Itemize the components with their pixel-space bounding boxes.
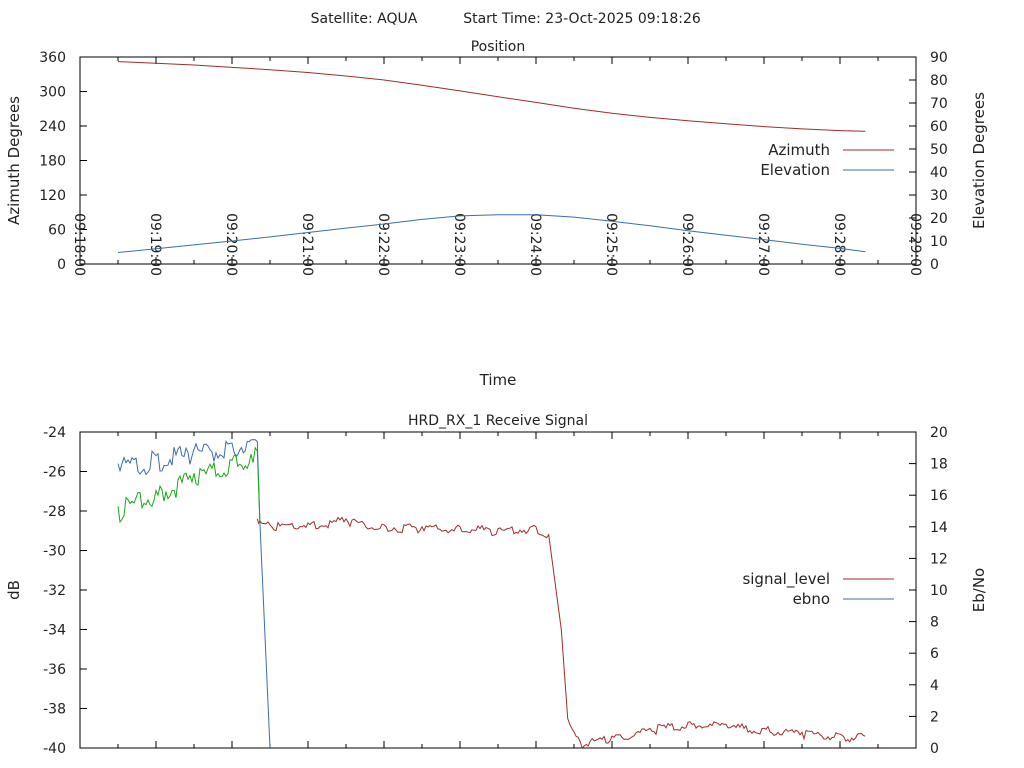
- signal-y-axis-label: dB: [5, 580, 23, 600]
- start-time-label: Start Time: 23-Oct-2025 09:18:26: [463, 11, 701, 27]
- signal-y-tick-label: -36: [43, 662, 66, 678]
- position-y2-tick-label: 10: [930, 234, 948, 250]
- position-x-tick-label: 09:23:00: [451, 213, 467, 276]
- position-y2-axis-label: Elevation Degrees: [970, 92, 988, 229]
- position-chart: Position 0 60 120 180 240 300 360 0 10 20 30 40 50 60 7…: [5, 39, 988, 389]
- position-x-tick-label: 09:28:00: [831, 213, 847, 276]
- signal-y-tick-label: -34: [43, 623, 66, 639]
- position-y-tick-label: 360: [39, 50, 66, 66]
- position-y2-tick-label: 70: [930, 96, 948, 112]
- position-x-tick-label: 09:19:00: [147, 213, 163, 276]
- signal-y2-tick-label: 6: [930, 646, 939, 662]
- signal-y2-tick-label: 2: [930, 709, 939, 725]
- position-y-tick-label: 240: [39, 119, 66, 135]
- position-legend-label-Azimuth: Azimuth: [768, 141, 830, 159]
- position-y2-tick-label: 60: [930, 119, 948, 135]
- position-series-Azimuth: [117, 61, 866, 132]
- signal-series-signal_level: [256, 516, 866, 750]
- signal-y-tick-label: -26: [43, 465, 66, 481]
- position-y-tick-label: 120: [39, 188, 66, 204]
- position-y2-tick-label: 40: [930, 165, 948, 181]
- position-y2-tick-label: 50: [930, 142, 948, 158]
- satellite-label: Satellite: AQUA: [311, 11, 418, 27]
- position-x-tick-label: 09:27:00: [755, 213, 771, 276]
- position-series-Elevation: [117, 214, 866, 253]
- position-y-axis-label: Azimuth Degrees: [5, 96, 23, 225]
- position-title: Position: [471, 39, 526, 55]
- position-x-tick-label: 09:21:00: [299, 213, 315, 276]
- signal-y2-tick-label: 8: [930, 615, 939, 631]
- position-y2-tick-label: 80: [930, 73, 948, 89]
- position-x-tick-label: 09:24:00: [527, 213, 543, 276]
- position-y2-tick-label: 20: [930, 211, 948, 227]
- signal-y2-tick-label: 20: [930, 425, 948, 441]
- position-x-tick-label: 09:25:00: [603, 213, 619, 276]
- signal-y2-tick-label: 16: [930, 488, 948, 504]
- position-legend-label-Elevation: Elevation: [760, 161, 830, 179]
- signal-y2-tick-label: 12: [930, 551, 948, 567]
- signal-y2-tick-label: 14: [930, 520, 948, 536]
- position-y-tick-label: 0: [57, 257, 66, 273]
- signal-y2-tick-label: 10: [930, 583, 948, 599]
- signal-y-tick-label: -38: [43, 702, 66, 718]
- signal-series-unnamed: [117, 446, 261, 524]
- position-x-tick-label: 09:29:00: [907, 213, 923, 276]
- signal-y-tick-label: -28: [43, 504, 66, 520]
- receive-signal-chart: HRD_RX_1 Receive Signal -40 -38 -36 -34 -32 -3…: [5, 413, 988, 757]
- position-x-axis-label: Time: [479, 371, 517, 389]
- signal-legend-label-ebno: ebno: [793, 590, 830, 608]
- position-x-tick-label: 09:20:00: [223, 213, 239, 276]
- position-x-tick-label: 09:26:00: [679, 213, 695, 276]
- signal-y-tick-label: -30: [43, 544, 66, 560]
- signal-legend-label-signal_level: signal_level: [742, 570, 830, 589]
- position-y-tick-label: 60: [48, 223, 66, 239]
- position-y2-tick-label: 0: [930, 257, 939, 273]
- position-x-tick-label: 09:22:00: [375, 213, 391, 276]
- signal-y2-tick-label: 0: [930, 741, 939, 757]
- signal-y-tick-label: -40: [43, 741, 66, 757]
- signal-y2-axis-label: Eb/No: [970, 568, 988, 612]
- signal-title: HRD_RX_1 Receive Signal: [408, 413, 588, 429]
- position-y-tick-label: 300: [39, 85, 66, 101]
- signal-y2-tick-label: 18: [930, 457, 948, 473]
- signal-series-ebno: [117, 439, 271, 749]
- signal-plot-border: [79, 431, 917, 749]
- signal-y-tick-label: -32: [43, 583, 66, 599]
- position-y2-tick-label: 30: [930, 188, 948, 204]
- position-y-tick-label: 180: [39, 154, 66, 170]
- position-x-tick-label: 09:18:00: [71, 213, 87, 276]
- signal-y2-tick-label: 4: [930, 678, 939, 694]
- position-y2-tick-label: 90: [930, 50, 948, 66]
- signal-y-tick-label: -24: [43, 425, 66, 441]
